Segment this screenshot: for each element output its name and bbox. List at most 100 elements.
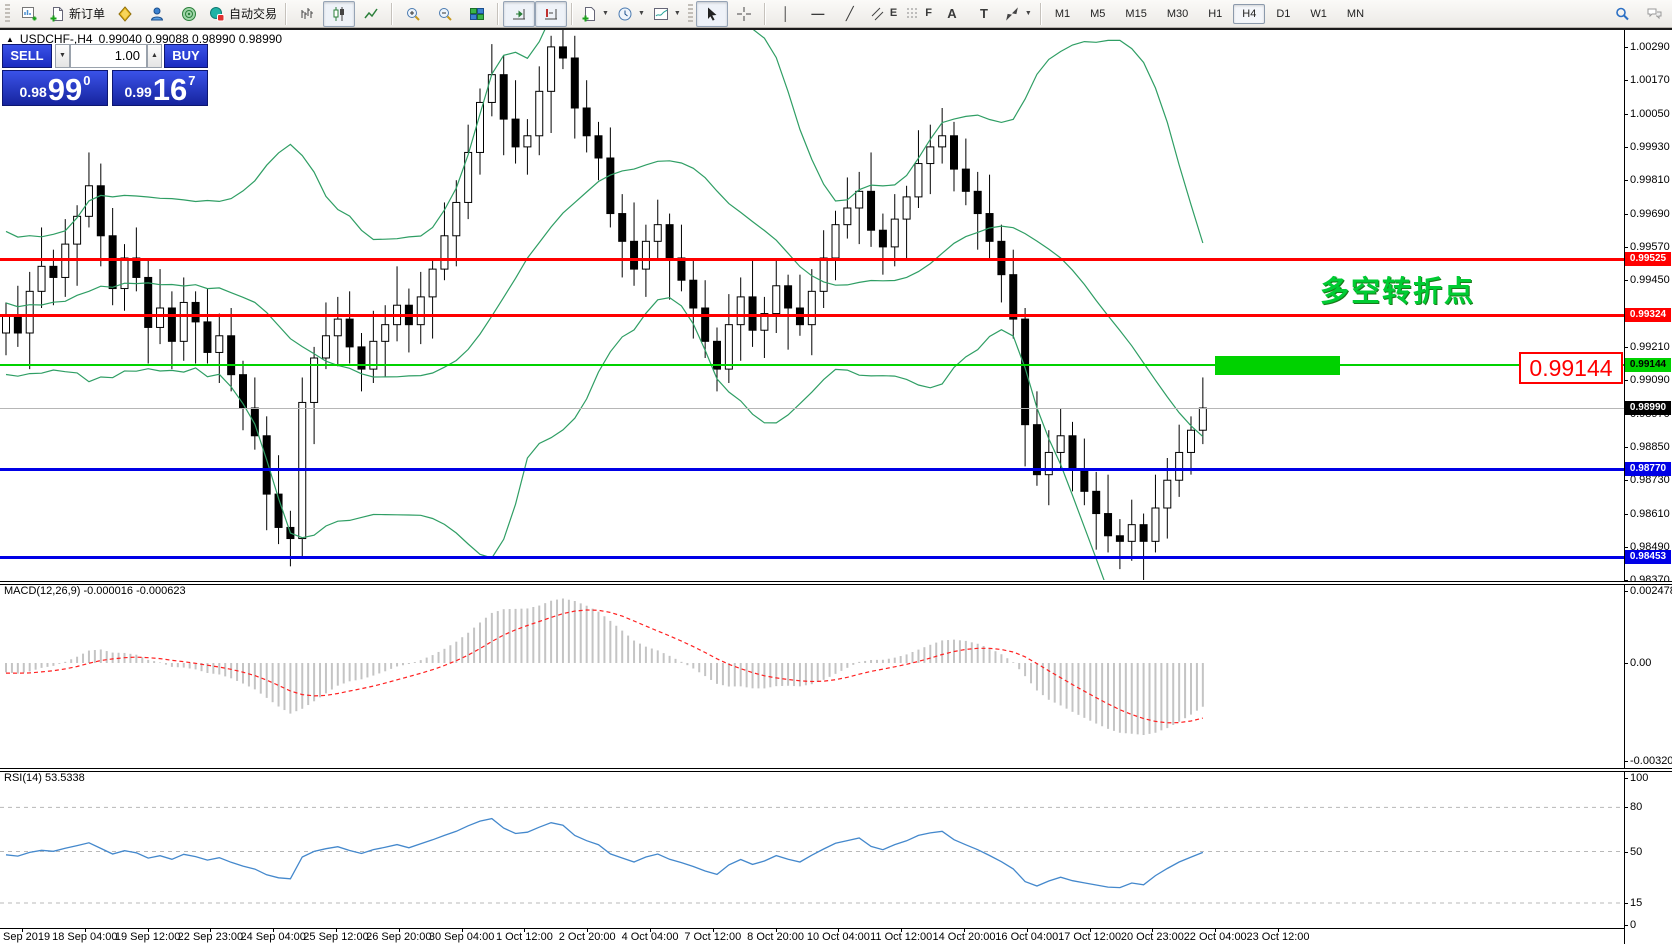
axis-tick-mark bbox=[1624, 247, 1628, 248]
tile-windows-button[interactable] bbox=[461, 1, 493, 27]
insert-objects-button[interactable]: ▼ bbox=[577, 1, 613, 27]
bar-chart-button[interactable] bbox=[291, 1, 323, 27]
time-axis-label: 11 Oct 12:00 bbox=[870, 931, 933, 943]
buy-button[interactable]: BUY bbox=[164, 44, 208, 68]
timeframe-m1[interactable]: M1 bbox=[1054, 7, 1071, 20]
vertical-line-tool-button[interactable]: │ bbox=[770, 1, 802, 27]
fibonacci-tool-button[interactable]: F bbox=[901, 1, 936, 27]
buy-price-display[interactable]: 0.99 16 7 bbox=[112, 70, 208, 106]
label-tool-button[interactable]: T bbox=[968, 1, 1000, 27]
timeframe-d1[interactable]: D1 bbox=[1276, 7, 1291, 20]
volume-decrease-button[interactable]: ▼ bbox=[55, 44, 70, 68]
horizontal-line-tool-button[interactable]: — bbox=[802, 1, 834, 27]
volume-increase-button[interactable]: ▲ bbox=[147, 44, 162, 68]
chat-icon bbox=[1647, 8, 1662, 19]
mql5-community-button[interactable] bbox=[141, 1, 173, 27]
timeframe-m30[interactable]: M30 bbox=[1166, 7, 1189, 20]
rsi-canvas[interactable] bbox=[0, 772, 1624, 928]
zoom-in-button[interactable] bbox=[397, 1, 429, 27]
axis-tick-label: 0.99570 bbox=[1630, 241, 1670, 253]
metaeditor-button[interactable] bbox=[109, 1, 141, 27]
dropdown-caret: ▼ bbox=[1024, 10, 1032, 17]
chart-title[interactable]: ▲ USDCHF-,H4 0.99040 0.99088 0.98990 0.9… bbox=[6, 32, 282, 46]
template-button[interactable]: ▼ bbox=[649, 1, 685, 27]
macd-canvas[interactable] bbox=[0, 585, 1624, 767]
time-axis-label: 1 Oct 12:00 bbox=[495, 931, 553, 943]
timeframe-m15[interactable]: M15 bbox=[1125, 7, 1147, 20]
new-order-button[interactable]: 新订单 bbox=[45, 1, 109, 27]
timeframe-w1[interactable]: W1 bbox=[1310, 7, 1327, 20]
timeframe-buttons: M1 M5 M15 M30 H1 H4 D1 W1 MN bbox=[1046, 3, 1373, 24]
zoom-out-button[interactable] bbox=[429, 1, 461, 27]
trendline-tool-button[interactable]: ╱ bbox=[834, 1, 866, 27]
panel-separator[interactable] bbox=[0, 768, 1672, 772]
crosshair-tool-button[interactable] bbox=[728, 1, 760, 27]
buy-price-big: 16 bbox=[152, 71, 188, 107]
sell-price-display[interactable]: 0.98 99 0 bbox=[2, 70, 108, 106]
one-click-trading-panel: SELL ▼ 1.00 ▲ BUY 0.98 99 0 0.99 16 7 bbox=[2, 44, 208, 106]
auto-scroll-button[interactable] bbox=[503, 0, 536, 27]
axis-border bbox=[1624, 30, 1625, 944]
arrows-tool-button[interactable]: ▼ bbox=[1000, 1, 1036, 27]
time-axis-label: 19 Sep 12:00 bbox=[114, 931, 181, 943]
timeframe-m5[interactable]: M5 bbox=[1090, 7, 1106, 20]
periods-button[interactable]: ▼ bbox=[613, 1, 649, 27]
horizontal-line[interactable] bbox=[0, 314, 1624, 317]
dropdown-caret: ▼ bbox=[602, 10, 609, 17]
panel-separator[interactable] bbox=[0, 581, 1672, 585]
timeframe-h1[interactable]: H1 bbox=[1208, 7, 1223, 20]
candlestick-chart-button[interactable] bbox=[323, 0, 356, 27]
new-order-label: 新订单 bbox=[69, 7, 106, 21]
sell-button[interactable]: SELL bbox=[2, 44, 52, 68]
horizontal-line[interactable] bbox=[0, 364, 1624, 366]
time-axis-tick bbox=[147, 928, 149, 932]
horizontal-line[interactable] bbox=[0, 556, 1624, 559]
time-axis-tick bbox=[775, 928, 777, 932]
zoom-in-icon bbox=[407, 7, 420, 21]
chat-button[interactable] bbox=[1638, 1, 1670, 27]
rsi-axis-label: 100 bbox=[1630, 772, 1649, 784]
annotation-text[interactable]: 多空转折点 bbox=[1320, 276, 1476, 308]
axis-tick-mark bbox=[1624, 547, 1628, 548]
volume-input[interactable]: 1.00 bbox=[70, 44, 147, 68]
time-axis-label: 22 Sep 23:00 bbox=[177, 931, 244, 943]
signals-radar-icon bbox=[182, 6, 197, 21]
rsi-label: RSI(14) 53.5338 bbox=[4, 772, 85, 784]
axis-tick-mark bbox=[1624, 280, 1628, 281]
vertical-line-icon: │ bbox=[781, 6, 790, 21]
green-zone-rectangle[interactable] bbox=[1215, 356, 1340, 375]
buy-price-sup: 7 bbox=[188, 73, 196, 88]
horizontal-line[interactable] bbox=[0, 408, 1624, 409]
big-price-label[interactable]: 0.99144 bbox=[1519, 352, 1623, 384]
candles bbox=[2, 30, 1207, 580]
time-axis-label: 24 Sep 04:00 bbox=[240, 931, 306, 943]
timeframe-h4[interactable]: H4 bbox=[1233, 3, 1266, 24]
chart-area[interactable]: 0.99525 0.99324 0.99144 0.98990 0.98770 0.984… bbox=[0, 30, 1672, 951]
rsi-axis-label: 50 bbox=[1630, 846, 1643, 858]
axis-tick-mark bbox=[1624, 580, 1628, 581]
toolbar-grip[interactable] bbox=[5, 3, 10, 24]
horizontal-line[interactable] bbox=[0, 258, 1624, 261]
text-tool-button[interactable]: A bbox=[936, 1, 968, 27]
signals-button[interactable] bbox=[173, 1, 205, 27]
axis-tick-mark bbox=[1624, 761, 1628, 762]
collapse-arrow-icon[interactable]: ▲ bbox=[6, 34, 14, 44]
axis-tick-mark bbox=[1624, 47, 1628, 48]
new-chart-button[interactable] bbox=[13, 1, 45, 27]
time-axis-label: 25 Sep 12:00 bbox=[303, 931, 369, 943]
time-axis-tick bbox=[1089, 928, 1091, 932]
cursor-tool-button[interactable] bbox=[695, 0, 728, 27]
search-button[interactable] bbox=[1606, 1, 1638, 27]
time-axis-label: 22 Oct 04:00 bbox=[1183, 931, 1247, 943]
axis-tick-mark bbox=[1624, 447, 1628, 448]
timeframe-mn[interactable]: MN bbox=[1346, 7, 1365, 20]
auto-trading-button[interactable]: 自动交易 bbox=[205, 1, 281, 27]
time-axis-tick bbox=[22, 928, 23, 932]
chart-shift-button[interactable] bbox=[535, 0, 568, 27]
new-order-icon bbox=[50, 6, 63, 21]
horizontal-line[interactable] bbox=[0, 468, 1624, 471]
toolbar-grip[interactable] bbox=[687, 3, 693, 24]
line-chart-button[interactable] bbox=[355, 1, 387, 27]
channel-tool-button[interactable]: E bbox=[866, 1, 901, 27]
cursor-icon bbox=[707, 7, 717, 21]
